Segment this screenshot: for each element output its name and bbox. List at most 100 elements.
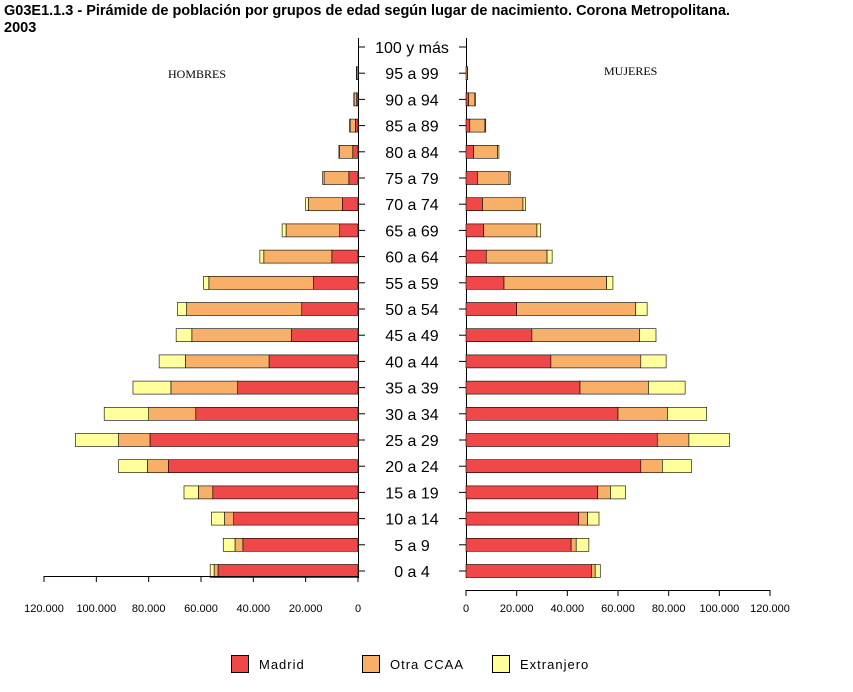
bar-hombres-extranjero: [203, 275, 210, 290]
category-label: 95 a 99: [385, 66, 438, 83]
bar-hombres-extranjero: [211, 511, 225, 526]
bar-mujeres-madrid: [465, 380, 581, 395]
right-x-tick-label: 20.000: [500, 603, 534, 615]
bar-hombres-extranjero: [103, 406, 149, 421]
category-label: 30 a 34: [385, 407, 438, 424]
bar-hombres-madrid: [268, 354, 359, 369]
legend-label-otra-ccaa: Otra CCAA: [390, 656, 465, 672]
right-x-tick-label: 120.000: [750, 603, 790, 615]
bar-hombres-extranjero: [209, 564, 215, 578]
left-x-tick-label: 40.000: [237, 603, 271, 615]
bar-hombres-extranjero: [175, 328, 193, 343]
right-x-tick-label: 60.000: [601, 603, 635, 615]
legend-item-madrid: Madrid: [231, 655, 305, 673]
bar-hombres-extranjero: [281, 223, 287, 238]
bar-hombres-madrid: [352, 145, 359, 159]
category-label: 60 a 64: [385, 250, 438, 267]
category-label: 50 a 54: [385, 302, 438, 319]
legend-swatch-madrid: [231, 655, 249, 673]
bar-mujeres-madrid: [465, 118, 471, 133]
bar-hombres-otra-ccaa: [339, 145, 354, 159]
bar-hombres-madrid: [290, 328, 359, 343]
bar-hombres-madrid: [212, 485, 359, 500]
bar-hombres-madrid: [348, 171, 359, 185]
bar-hombres-otra-ccaa: [185, 354, 270, 369]
category-label: 70 a 74: [385, 197, 438, 214]
bar-mujeres-otra-ccaa: [468, 92, 476, 107]
bar-hombres-madrid: [233, 511, 359, 526]
left-x-tick-label: 0: [355, 603, 361, 615]
category-label: 35 a 39: [385, 381, 438, 398]
bar-mujeres-madrid: [465, 197, 483, 211]
bar-hombres-otra-ccaa: [263, 249, 333, 264]
bar-mujeres-otra-ccaa: [477, 171, 510, 185]
bar-mujeres-madrid: [465, 406, 619, 421]
bar-mujeres-otra-ccaa: [516, 302, 637, 316]
right-x-tick-label: 40.000: [551, 603, 585, 615]
category-label: 0 a 4: [394, 564, 430, 581]
bar-mujeres-otra-ccaa: [469, 118, 486, 133]
bar-hombres-extranjero: [177, 302, 187, 316]
category-label: 55 a 59: [385, 276, 438, 293]
category-label: 15 a 19: [385, 485, 438, 502]
left-x-tick-label: 100.000: [76, 603, 116, 615]
bar-hombres-otra-ccaa: [285, 223, 340, 238]
bar-mujeres-otra-ccaa: [482, 197, 524, 211]
bar-mujeres-extranjero: [635, 302, 648, 316]
bar-hombres-extranjero: [322, 171, 325, 185]
bar-hombres-extranjero: [132, 380, 172, 395]
category-label: 85 a 89: [385, 119, 438, 136]
bar-hombres-otra-ccaa: [307, 197, 343, 211]
legend-item-extranjero: Extranjero: [492, 655, 589, 673]
bar-hombres-otra-ccaa: [198, 485, 214, 500]
bar-hombres-madrid: [355, 118, 359, 133]
bar-hombres-extranjero: [183, 485, 199, 500]
bar-mujeres-extranjero: [610, 485, 626, 500]
right-x-tick-label: 80.000: [652, 603, 686, 615]
bar-mujeres-madrid: [465, 537, 572, 552]
legend-item-otra-ccaa: Otra CCAA: [362, 655, 464, 673]
bar-hombres-madrid: [313, 275, 359, 290]
chart-title: G03E1.1.3 - Pirámide de población por gr…: [4, 3, 730, 36]
bar-mujeres-madrid: [465, 223, 485, 238]
bar-hombres-madrid: [149, 433, 359, 447]
bar-mujeres-madrid: [465, 459, 642, 474]
bar-hombres-madrid: [237, 380, 359, 395]
bar-hombres-extranjero: [75, 433, 119, 447]
right-x-tick-label: 100.000: [699, 603, 739, 615]
left-x-tick-label: 60.000: [184, 603, 218, 615]
category-label: 75 a 79: [385, 171, 438, 188]
bar-hombres-madrid: [167, 459, 359, 474]
bar-hombres-madrid: [195, 406, 359, 421]
bar-mujeres-extranjero: [484, 118, 487, 133]
category-label: 90 a 94: [385, 92, 438, 109]
bar-hombres-otra-ccaa: [323, 171, 350, 185]
bar-hombres-madrid: [341, 197, 359, 211]
bar-mujeres-otra-ccaa: [578, 511, 588, 526]
bar-mujeres-otra-ccaa: [483, 223, 538, 238]
bar-hombres-extranjero: [222, 537, 236, 552]
category-label: 65 a 69: [385, 223, 438, 240]
left-x-tick-label: 20.000: [289, 603, 323, 615]
bar-hombres-otra-ccaa: [170, 380, 238, 395]
bar-hombres-madrid: [242, 537, 359, 552]
bar-mujeres-madrid: [465, 275, 505, 290]
bar-mujeres-madrid: [465, 564, 592, 578]
bar-mujeres-extranjero: [522, 197, 526, 211]
bar-mujeres-otra-ccaa: [640, 459, 663, 474]
bar-hombres-madrid: [339, 223, 359, 238]
bar-hombres-extranjero: [259, 249, 265, 264]
bar-mujeres-extranjero: [536, 223, 542, 238]
bar-mujeres-madrid: [465, 145, 474, 159]
bar-mujeres-otra-ccaa: [473, 145, 498, 159]
bar-mujeres-madrid: [465, 302, 517, 316]
bar-mujeres-otra-ccaa: [503, 275, 607, 290]
bar-mujeres-otra-ccaa: [656, 433, 690, 447]
bar-hombres-otra-ccaa: [147, 459, 169, 474]
bar-mujeres-madrid: [465, 511, 580, 526]
hombres-label: HOMBRES: [168, 67, 227, 81]
bar-mujeres-madrid: [465, 249, 487, 264]
bar-hombres-extranjero: [118, 459, 148, 474]
category-label: 5 a 9: [394, 538, 430, 555]
